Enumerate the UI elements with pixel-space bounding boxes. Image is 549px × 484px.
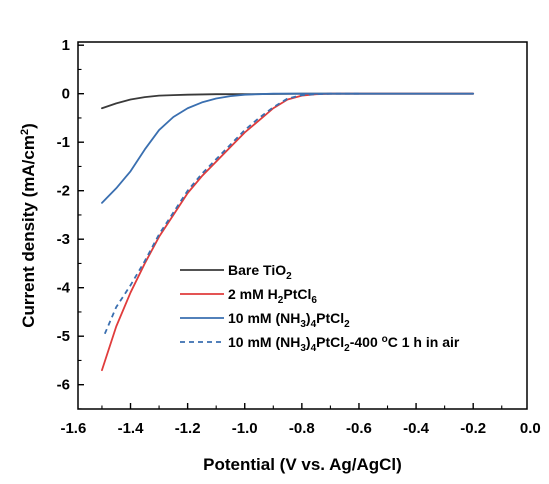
- x-tick-label: -0.2: [460, 420, 486, 437]
- y-tick-label: 0: [62, 86, 70, 103]
- legend-label: 10 mM (NH3)4PtCl2: [228, 310, 350, 330]
- y-tick-label: -3: [57, 231, 70, 248]
- legend: Bare TiO2 2 mM H2PtCl6 10 mM (NH3)4PtCl2 10…: [180, 262, 460, 354]
- x-tick-label: -1.0: [232, 420, 258, 437]
- y-tick-label: -5: [57, 328, 70, 345]
- legend-label: 2 mM H2PtCl6: [228, 286, 317, 306]
- series-line: [101, 92, 475, 204]
- x-tick-label: -1.2: [175, 420, 201, 437]
- y-tick-label: 1: [62, 37, 70, 54]
- x-tick-label: -1.4: [118, 420, 145, 437]
- legend-label: Bare TiO2: [228, 262, 292, 282]
- y-tick-label: -2: [57, 183, 70, 200]
- x-tick-label: -1.6: [60, 420, 86, 437]
- series-line: [101, 92, 475, 372]
- x-tick-label: -0.6: [346, 420, 372, 437]
- y-tick-label: -4: [57, 280, 71, 297]
- series-line: [101, 92, 475, 110]
- x-tick-label: 0.0: [520, 420, 541, 437]
- series-line: [103, 92, 359, 335]
- y-tick-label: -6: [57, 377, 70, 394]
- y-axis-label: Current density (mA/cm2): [19, 123, 38, 328]
- x-axis-label: Potential (V vs. Ag/AgCl): [203, 455, 402, 474]
- x-axis: -1.6 -1.4 -1.2 -1.0 -0.8 -0.6 -0.4 -0.2 0.0: [60, 403, 541, 437]
- series-layer: [101, 92, 475, 372]
- legend-label: 10 mM (NH3)4PtCl2-400 oC 1 h in air: [228, 334, 460, 354]
- y-tick-label: -1: [57, 134, 70, 151]
- x-tick-label: -0.8: [289, 420, 315, 437]
- y-axis: 1 0 -1 -2 -3 -4 -5 -6: [57, 37, 84, 410]
- x-tick-label: -0.4: [403, 420, 430, 437]
